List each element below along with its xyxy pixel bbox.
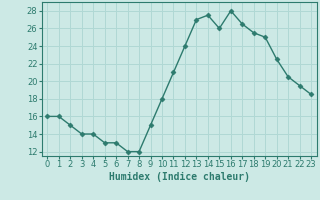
X-axis label: Humidex (Indice chaleur): Humidex (Indice chaleur) bbox=[109, 172, 250, 182]
